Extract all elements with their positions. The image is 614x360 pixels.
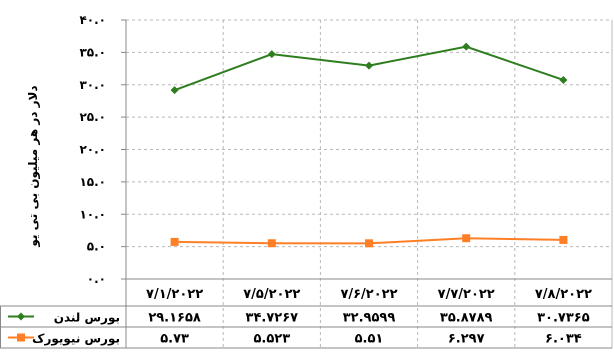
data-point-marker	[170, 86, 179, 95]
y-tick-label: ۲۵.۰	[79, 110, 106, 124]
x-category-label: ۷/۵/۲۰۲۲	[243, 287, 300, 302]
x-category-label: ۷/۶/۲۰۲۲	[340, 287, 397, 302]
axis-layer: ۰.۰ ۵.۰ ۱۰.۰ ۱۵.۰ ۲۰.۰ ۲۵.۰ ۳۰.۰ ۳۵.۰ ۴۰.۰	[79, 13, 126, 286]
y-tick-label: ۱۰.۰	[79, 207, 106, 221]
y-tick-label: ۱۵.۰	[79, 175, 106, 189]
x-category-label: ۷/۸/۲۰۲۲	[535, 287, 592, 302]
table-cell-value: ۵.۵۲۳	[253, 332, 290, 347]
data-point-marker	[267, 239, 276, 248]
data-point-marker	[559, 75, 568, 84]
y-tick-label: ۵.۰	[87, 240, 106, 254]
data-point-marker	[267, 50, 276, 59]
legend-series-name: بورس لندن	[54, 311, 120, 326]
legend-marker	[17, 333, 25, 342]
table-cell-value: ۵.۵۱	[355, 332, 384, 347]
table-cell-value: ۲۹.۱۶۵۸	[148, 311, 201, 326]
table-cell-value: ۳۰.۷۳۶۵	[537, 311, 590, 326]
table-cell-value: ۳۵.۸۷۸۹	[440, 311, 493, 326]
series-layer	[170, 42, 568, 248]
table-cell-value: ۳۴.۷۲۶۷	[246, 311, 299, 326]
legend-marker	[17, 312, 25, 321]
table-cell-value: ۶.۰۳۴	[545, 332, 582, 347]
y-tick-label: ۰.۰	[87, 272, 106, 286]
data-point-marker	[462, 42, 471, 51]
y-tick-label: ۳۵.۰	[79, 45, 106, 59]
grid-layer	[125, 19, 613, 348]
y-tick-label: ۲۰.۰	[79, 143, 106, 157]
data-point-marker	[462, 234, 471, 243]
x-category-label: ۷/۷/۲۰۲۲	[438, 287, 495, 302]
data-point-marker	[559, 235, 568, 244]
data-table: ۷/۱/۲۰۲۲ ۷/۵/۲۰۲۲ ۷/۶/۲۰۲۲ ۷/۷/۲۰۲۲ ۷/۸/۲۰۲۲…	[0, 278, 612, 349]
table-cell-value: ۵.۷۳	[160, 332, 189, 347]
y-tick-label: ۳۰.۰	[79, 78, 106, 92]
legend-series-name: بورس نیویورک	[32, 332, 120, 347]
data-point-marker	[365, 61, 373, 70]
y-axis-label: دلار در هر میلیون بی تی یو	[26, 85, 41, 247]
table-cell-value: ۳۲.۹۵۹۹	[343, 311, 396, 326]
data-point-marker	[170, 237, 179, 246]
table-cell-value: ۶.۲۹۷	[448, 332, 485, 347]
data-point-marker	[365, 239, 373, 248]
x-category-label: ۷/۱/۲۰۲۲	[146, 287, 203, 302]
y-tick-label: ۴۰.۰	[79, 13, 106, 27]
